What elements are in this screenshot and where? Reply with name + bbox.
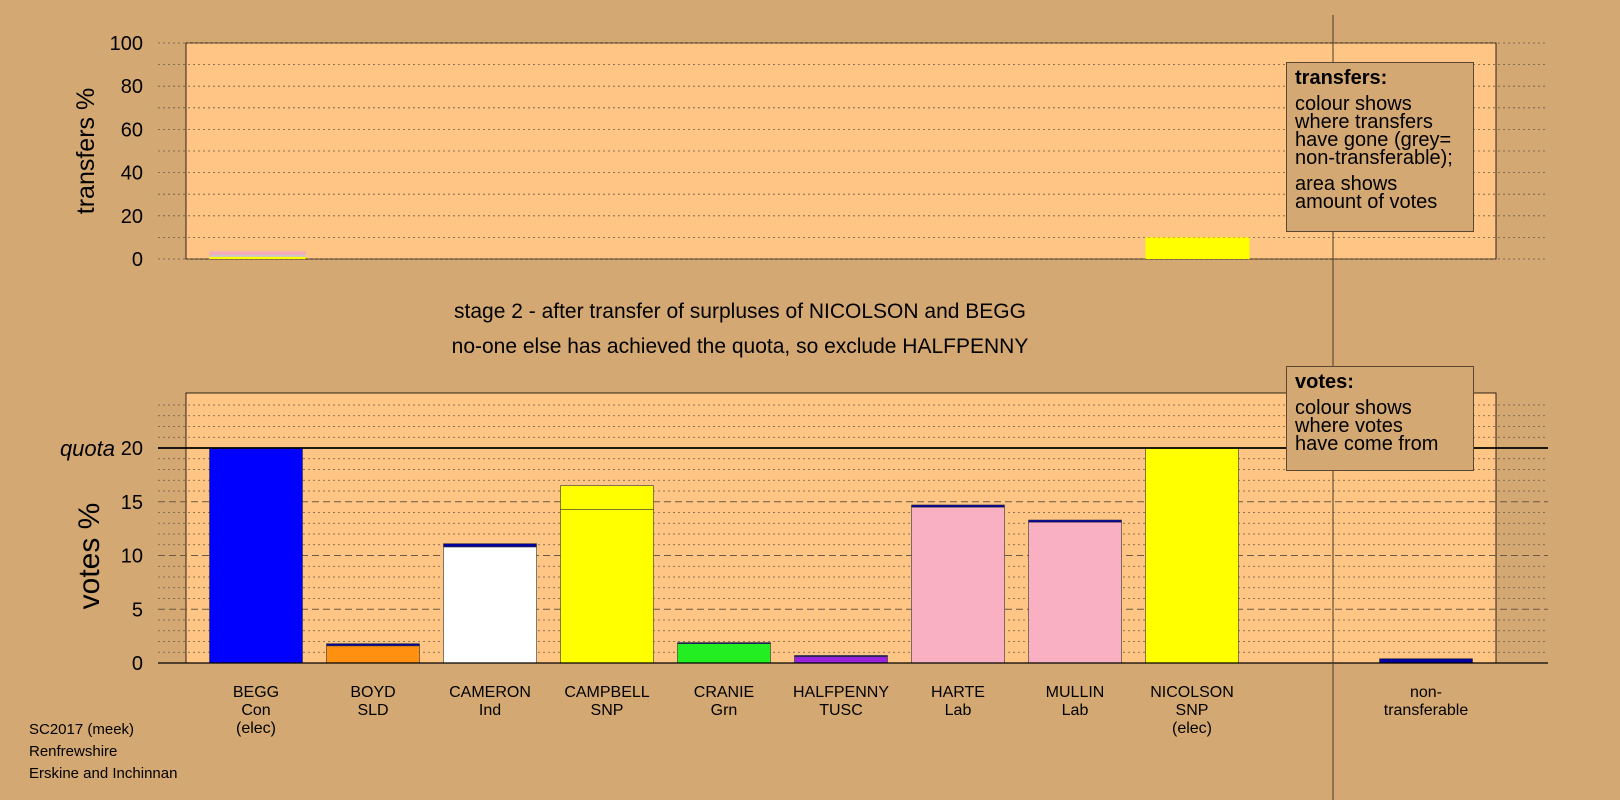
transfers-y-tick-label: 0 <box>132 249 143 271</box>
transfers-bar-segment <box>209 251 306 255</box>
votes-bar-segment <box>1379 658 1473 664</box>
transfers-legend-line: amount of votes <box>1295 191 1438 213</box>
votes-y-tick-label: 10 <box>121 546 143 568</box>
footer-election: SC2017 (meek) <box>29 721 135 738</box>
votes-bar-segment <box>326 643 420 647</box>
transfers-y-axis-label: transfers % <box>72 88 100 214</box>
candidate-label: TUSC <box>819 702 863 719</box>
candidate-label: Lab <box>945 702 972 719</box>
votes-y-tick-label: 0 <box>132 653 143 675</box>
votes-bar-segment <box>911 506 1005 664</box>
transfers-y-tick-label: 20 <box>121 206 143 228</box>
candidate-label: Ind <box>479 702 501 719</box>
transfers-bar-segment <box>1145 237 1250 259</box>
votes-y-axis-label: votes % <box>73 503 106 610</box>
votes-bar-segment <box>677 642 771 644</box>
footer: SC2017 (meek) Renfrewshire Erskine and I… <box>29 719 177 785</box>
votes-bar-segment <box>443 546 537 664</box>
votes-bar-segment <box>677 643 771 664</box>
candidate-label: transferable <box>1384 702 1469 719</box>
votes-legend: votes: colour shows where votes have com… <box>1286 366 1474 471</box>
candidate-label: MULLIN <box>1046 684 1105 701</box>
votes-bar-segment <box>560 485 654 510</box>
votes-legend-line: where votes <box>1295 415 1403 437</box>
candidate-label: CAMPBELL <box>564 684 649 701</box>
votes-bar-segment <box>326 645 420 664</box>
transfers-legend-line: colour shows <box>1295 93 1412 115</box>
quota-label: quota <box>60 436 115 461</box>
votes-bar-segment <box>443 543 537 548</box>
votes-y-tick-label: 20 <box>121 438 143 460</box>
candidate-label: HARTE <box>931 684 985 701</box>
candidate-label: Grn <box>711 702 738 719</box>
stage-subtitle: no-one else has achieved the quota, so e… <box>451 335 1029 358</box>
votes-y-tick-label: 15 <box>121 492 143 514</box>
votes-bar-segment <box>794 655 888 657</box>
candidate-label: SLD <box>357 702 388 719</box>
transfers-legend-line: non-transferable); <box>1295 147 1453 169</box>
candidate-label: SNP <box>1176 702 1209 719</box>
votes-legend-line: have come from <box>1295 433 1439 455</box>
transfers-legend: transfers: colour shows where transfers … <box>1286 62 1474 232</box>
footer-council: Renfrewshire <box>29 743 118 760</box>
votes-bar-segment <box>1028 521 1122 664</box>
candidate-label: Lab <box>1062 702 1089 719</box>
votes-bar-segment <box>209 447 303 664</box>
votes-bar-segment <box>1145 447 1239 664</box>
votes-bar-segment <box>560 508 654 664</box>
transfers-y-tick-label: 60 <box>121 119 143 141</box>
votes-legend-text: colour shows where votes have come from <box>1295 397 1465 455</box>
transfers-legend-title: transfers: <box>1295 67 1388 89</box>
candidate-label: Con <box>241 702 270 719</box>
candidate-label: BEGG <box>233 684 279 701</box>
votes-bar-segment <box>1028 519 1122 523</box>
transfers-legend-line: where transfers <box>1295 111 1433 133</box>
votes-bar-segment <box>911 504 1005 508</box>
candidate-label: (elec) <box>1172 720 1212 737</box>
stage-title: stage 2 - after transfer of surpluses of… <box>454 300 1026 323</box>
transfers-legend-line: have gone (grey= <box>1295 129 1452 151</box>
transfers-y-tick-label: 100 <box>110 33 143 55</box>
candidate-label: CRANIE <box>694 684 754 701</box>
footer-ward: Erskine and Inchinnan <box>29 765 178 782</box>
votes-legend-line: colour shows <box>1295 397 1412 419</box>
transfers-bar-segment <box>209 254 306 257</box>
votes-legend-title: votes: <box>1295 371 1354 393</box>
candidate-label: HALFPENNY <box>793 684 889 701</box>
candidate-label: non- <box>1410 684 1442 701</box>
transfers-legend-line: area shows <box>1295 173 1398 195</box>
transfers-y-tick-label: 40 <box>121 163 143 185</box>
candidate-label: BOYD <box>350 684 395 701</box>
candidate-label: (elec) <box>236 720 276 737</box>
votes-y-tick-label: 5 <box>132 599 143 621</box>
transfers-legend-text-2: area shows amount of votes <box>1295 173 1465 213</box>
candidate-label: CAMERON <box>449 684 531 701</box>
votes-plot-area <box>185 392 1497 664</box>
transfers-y-tick-label: 80 <box>121 76 143 98</box>
votes-bar-segment <box>794 656 888 664</box>
transfers-legend-text-1: colour shows where transfers have gone (… <box>1295 93 1465 169</box>
candidate-label: NICOLSON <box>1150 684 1234 701</box>
transfers-bar-segment <box>209 256 306 259</box>
candidate-label: SNP <box>591 702 624 719</box>
